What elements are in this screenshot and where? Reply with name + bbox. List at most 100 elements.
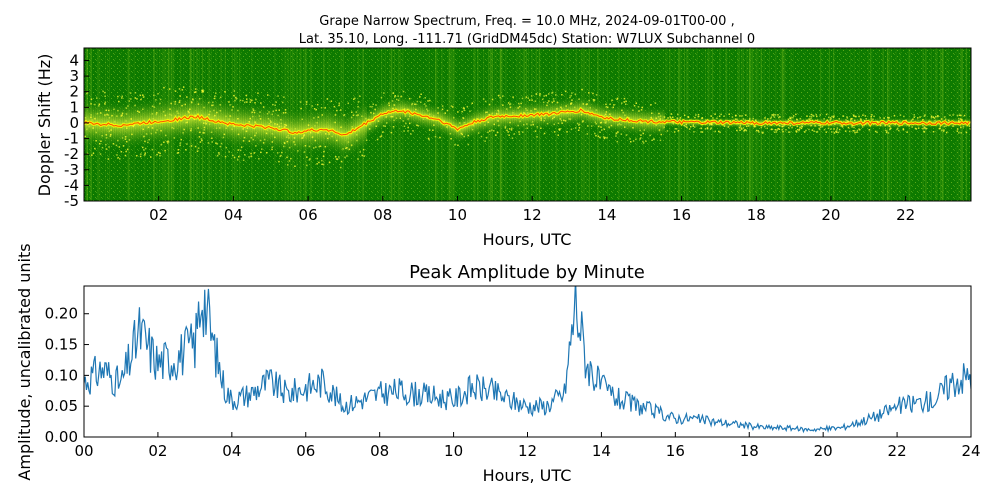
spectrogram-speck xyxy=(313,117,315,119)
spectrogram-speck xyxy=(548,100,550,102)
spectrogram-speck xyxy=(498,124,500,127)
spectrogram-speck xyxy=(569,118,572,120)
spectrogram-speck xyxy=(321,163,323,165)
spectrogram-speck xyxy=(847,120,849,123)
spectrogram-speck xyxy=(318,161,320,164)
spectrogram-speck xyxy=(860,119,862,121)
spectrogram-speck xyxy=(160,129,162,132)
spectrogram-speck xyxy=(246,98,248,100)
spectrogram-speck xyxy=(858,128,860,130)
spectrogram-speck xyxy=(958,117,960,120)
spectrogram-speck xyxy=(903,115,905,118)
spectrogram-speck xyxy=(701,117,703,119)
spectrogram-speck xyxy=(552,98,555,100)
spectrogram-speck xyxy=(526,112,529,114)
spectrogram-speck xyxy=(195,91,197,93)
spectrogram-speck xyxy=(461,133,463,136)
spectrogram-speck xyxy=(852,114,855,116)
spectrogram-speck xyxy=(142,108,144,110)
spectrogram-speck xyxy=(621,102,623,104)
spectrogram-speck xyxy=(836,131,838,133)
spectrogram-speck xyxy=(941,129,943,131)
spectrogram-speck xyxy=(282,112,285,114)
spectrogram-speck xyxy=(209,110,211,113)
spectrogram-speck xyxy=(155,131,157,134)
spectrogram-speck xyxy=(357,101,360,103)
spectrogram-speck xyxy=(841,126,844,128)
spectrogram-speck xyxy=(539,93,541,95)
spectrogram-speck xyxy=(795,113,797,116)
spectrogram-speck xyxy=(414,103,416,105)
spectrogram-speck xyxy=(651,112,653,114)
spectrogram-speck xyxy=(314,125,316,127)
spectrogram-speck xyxy=(441,105,444,107)
spectrogram-speck xyxy=(597,125,600,128)
spectrogram-speck xyxy=(115,144,118,147)
spectrogram-x-tick-label: 02 xyxy=(149,206,168,224)
spectrogram-speck xyxy=(452,106,454,108)
spectrogram-speck xyxy=(620,133,623,135)
spectrogram-speck xyxy=(323,150,325,153)
spectrogram-speck xyxy=(485,136,488,139)
spectrogram-speck xyxy=(738,126,741,129)
spectrogram-speck xyxy=(555,94,557,96)
spectrogram-speck xyxy=(427,100,429,102)
spectrogram-speck xyxy=(104,91,106,94)
spectrogram-speck xyxy=(299,101,302,103)
spectrogram-speck xyxy=(502,104,504,106)
spectrogram-speck xyxy=(811,129,814,131)
spectrogram-speck xyxy=(457,144,459,146)
spectrogram-speck xyxy=(235,96,237,99)
spectrogram-speck xyxy=(287,134,289,137)
spectrogram-speck xyxy=(586,133,589,135)
spectrogram-speck xyxy=(197,147,200,149)
spectrogram-speck xyxy=(788,131,791,133)
spectrogram-speck xyxy=(278,125,280,128)
spectrogram-speck xyxy=(560,106,562,109)
spectrogram-speck xyxy=(204,121,207,123)
spectrogram-speck xyxy=(454,144,456,146)
spectrogram-speck xyxy=(271,113,273,116)
spectrogram-speck xyxy=(132,125,135,128)
spectrogram-speck xyxy=(420,93,422,95)
spectrogram-speck xyxy=(937,115,939,117)
spectrogram-speck xyxy=(595,109,598,111)
spectrogram-speck xyxy=(313,147,315,149)
spectrogram-speck xyxy=(837,131,840,134)
spectrogram-speck xyxy=(653,138,655,140)
spectrogram-speck xyxy=(206,119,208,122)
spectrogram-speck xyxy=(658,112,660,115)
spectrogram-speck xyxy=(391,115,394,118)
spectrogram-speck xyxy=(416,124,418,126)
spectrogram-speck xyxy=(531,121,534,123)
spectrogram-speck xyxy=(284,109,287,111)
spectrogram-speck xyxy=(233,156,236,159)
spectrogram-speck xyxy=(693,131,695,133)
spectrogram-speck xyxy=(217,152,220,154)
spectrogram-speck xyxy=(441,108,444,111)
spectrogram-speck xyxy=(403,130,405,132)
spectrogram-speck xyxy=(777,127,780,130)
spectrogram-speck xyxy=(640,122,642,124)
spectrogram-speck xyxy=(487,131,489,134)
spectrogram-speck xyxy=(370,111,372,114)
spectrogram-speck xyxy=(943,125,946,128)
spectrogram-speck xyxy=(144,152,146,154)
spectrogram-speck xyxy=(408,115,411,117)
spectrogram-speck xyxy=(741,128,743,130)
spectrogram-speck xyxy=(930,115,933,117)
spectrogram-speck xyxy=(171,126,173,129)
spectrogram-x-tick-label: 16 xyxy=(672,206,691,224)
spectrogram-speck xyxy=(912,118,914,120)
spectrogram-speck xyxy=(428,138,430,141)
spectrogram-speck xyxy=(108,117,111,119)
spectrogram-speck xyxy=(625,103,627,105)
spectrogram-speck xyxy=(391,100,394,102)
spectrogram-speck xyxy=(772,115,775,117)
spectrogram-speck xyxy=(125,107,128,109)
spectrogram-speck xyxy=(250,155,252,158)
amplitude-y-tick-label: 0.10 xyxy=(45,366,78,384)
amplitude-y-label: Amplitude, uncalibrated units xyxy=(15,243,34,480)
spectrogram-speck xyxy=(868,129,871,131)
